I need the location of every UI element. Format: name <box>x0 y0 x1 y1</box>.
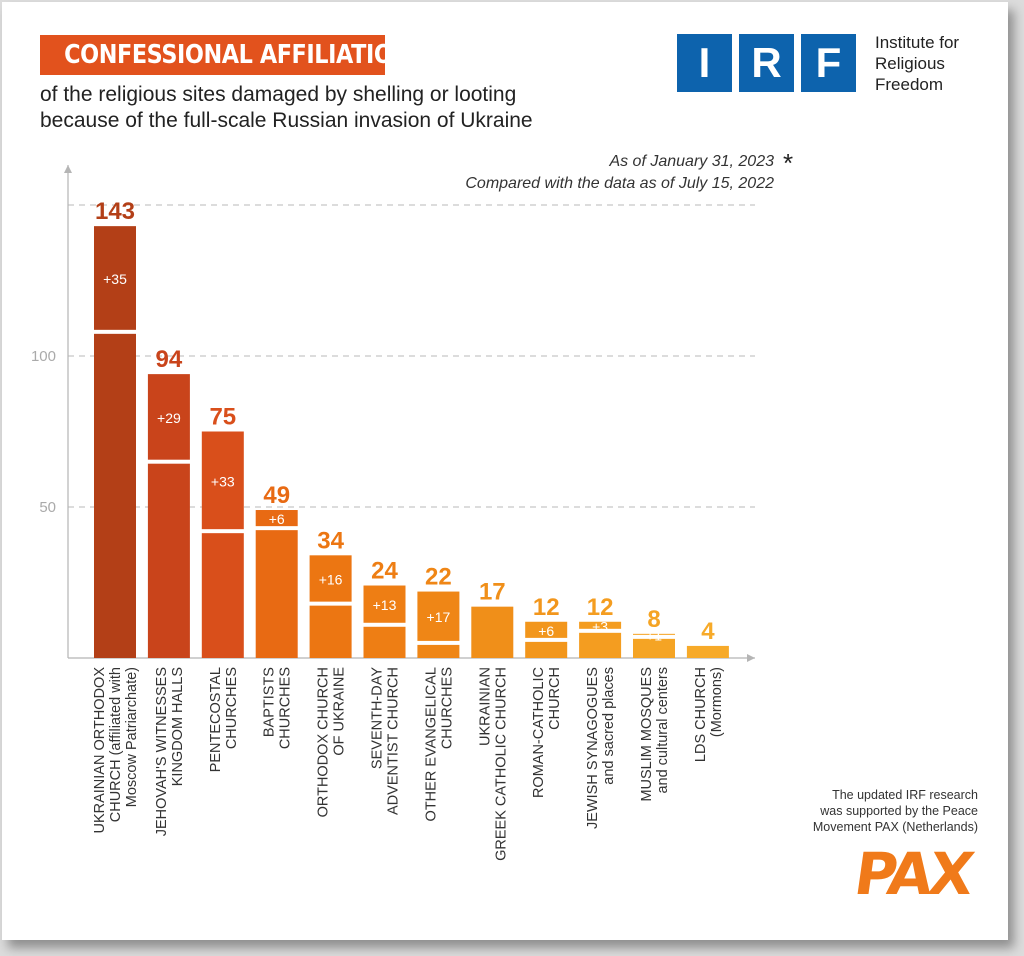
logo-text-line-2: Religious <box>875 54 945 73</box>
category-label: BAPTISTS <box>262 667 278 737</box>
value-label: 4 <box>701 618 715 645</box>
category-label: UKRAINIAN <box>477 667 493 746</box>
category-label: JEWISH SYNAGOGUES <box>585 667 601 829</box>
bar <box>147 374 190 658</box>
bar-increase-separator <box>416 640 460 645</box>
value-label: 17 <box>479 579 506 606</box>
category-label: CHURCHES <box>224 667 240 749</box>
bar <box>309 555 352 658</box>
category-label: CHURCH (affiliated with <box>108 667 124 822</box>
logo-text-line-1: Institute for <box>875 33 960 52</box>
value-label: 24 <box>371 558 398 585</box>
bar-increase-separator <box>309 601 353 606</box>
bar-increase-separator <box>147 459 191 464</box>
increase-label: +1 <box>646 627 662 643</box>
value-label: 143 <box>95 198 135 225</box>
category-label: OTHER EVANGELICAL <box>423 667 439 821</box>
footer-line-3: Movement PAX (Netherlands) <box>812 820 978 834</box>
note-as-of: As of January 31, 2023 <box>609 153 774 170</box>
bar-increase-separator <box>255 526 299 531</box>
bar-increase-separator <box>632 634 676 639</box>
category-label: MUSLIM MOSQUES <box>639 667 655 802</box>
increase-label: +3 <box>592 618 608 634</box>
page-title: CONFESSIONAL AFFILIATION <box>64 40 411 70</box>
value-label: 75 <box>209 404 236 431</box>
category-label: KINGDOM HALLS <box>170 667 186 786</box>
value-label: 8 <box>647 606 660 633</box>
category-label: GREEK CATHOLIC CHURCH <box>493 667 509 861</box>
title-banner: CONFESSIONAL AFFILIATION <box>40 35 411 75</box>
y-tick-label: 100 <box>31 348 56 365</box>
category-label: ORTHODOX CHURCH <box>316 667 332 817</box>
bar <box>686 645 729 658</box>
bar <box>94 226 136 658</box>
y-axis-arrow <box>64 165 72 173</box>
category-label: JEHOVAH'S WITNESSES <box>154 667 170 836</box>
category-label: SEVENTH-DAY <box>370 667 386 769</box>
y-tick-label: 50 <box>39 499 56 516</box>
bar-increase-separator <box>578 628 622 633</box>
footer-line-1: The updated IRF research <box>832 788 978 802</box>
category-label: ROMAN-CATHOLIC <box>531 667 547 798</box>
value-label: 34 <box>317 527 344 554</box>
category-label: ADVENTIST CHURCH <box>386 667 402 815</box>
category-label: LDS CHURCH <box>693 667 709 762</box>
subtitle-line-1: of the religious sites damaged by shelli… <box>40 83 517 106</box>
category-label: PENTECOSTAL <box>208 667 224 772</box>
category-label: and sacred places <box>601 667 617 785</box>
category-label: (Mormons) <box>709 667 725 737</box>
increase-label: +6 <box>269 511 285 527</box>
increase-label: +13 <box>373 597 397 613</box>
bar-increase-separator <box>524 637 568 642</box>
subtitle-line-2: because of the full-scale Russian invasi… <box>40 109 533 132</box>
bar <box>579 621 622 658</box>
increase-label: +17 <box>427 609 451 625</box>
logo-letter-f: F <box>801 34 856 92</box>
value-label: 49 <box>263 482 290 509</box>
x-axis-arrow <box>747 654 755 662</box>
logo-letter-i: I <box>677 34 732 92</box>
bar-increase-separator <box>201 529 245 534</box>
value-label: 94 <box>156 346 183 373</box>
bar <box>255 510 298 658</box>
bar-increase-separator <box>363 622 406 627</box>
increase-label: +33 <box>211 473 235 489</box>
category-label: CHURCHES <box>439 667 455 749</box>
bar <box>363 585 406 658</box>
bar <box>201 431 244 658</box>
value-label: 12 <box>587 594 614 621</box>
category-label: Moscow Patriarchate) <box>124 667 140 807</box>
bar <box>471 606 514 658</box>
category-label: OF UKRAINE <box>332 667 348 756</box>
note-compared: Compared with the data as of July 15, 20… <box>465 175 774 192</box>
increase-label: +16 <box>319 571 343 587</box>
asterisk-mark: * <box>783 148 794 178</box>
logo-text-line-3: Freedom <box>875 75 944 94</box>
increase-label: +35 <box>103 271 127 287</box>
footer-line-2: was supported by the Peace <box>820 804 978 818</box>
category-label: UKRAINIAN ORTHODOX <box>92 667 108 834</box>
category-label: CHURCHES <box>278 667 294 749</box>
bar <box>417 591 460 658</box>
logo-letter-r: R <box>739 34 794 92</box>
increase-label: +29 <box>157 410 181 426</box>
category-label: CHURCH <box>547 667 563 730</box>
category-label: and cultural centers <box>655 667 671 794</box>
increase-label: +6 <box>538 623 554 639</box>
value-label: 22 <box>425 564 452 591</box>
value-label: 12 <box>533 594 560 621</box>
bar-increase-separator <box>93 329 137 334</box>
pax-logo: PAX <box>850 840 975 908</box>
